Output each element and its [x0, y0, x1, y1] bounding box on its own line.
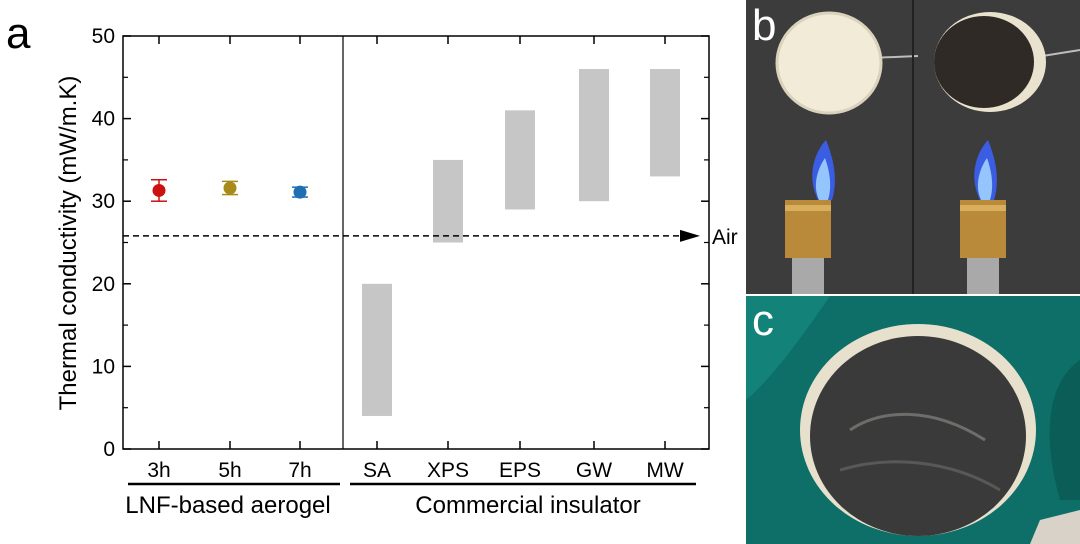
- y-axis-title: Thermal conductivity (mW/m.K): [55, 76, 82, 411]
- air-arrow-icon: [680, 229, 700, 242]
- range-bar-xps: [433, 159, 463, 243]
- flame-core: [977, 158, 993, 200]
- commercial-ranges: [362, 69, 680, 416]
- range-bar-mw: [650, 69, 680, 177]
- y-axis: 0 10 20 30 40 50: [92, 25, 709, 461]
- background-surface: [1030, 510, 1080, 544]
- x-tick-label: SA: [363, 459, 391, 482]
- data-point-7h: [292, 185, 308, 199]
- x-tick-label: 3h: [147, 459, 170, 482]
- photo-panel-c: c: [746, 296, 1080, 544]
- range-bar-gw: [579, 69, 609, 202]
- y-tick-label: 0: [103, 438, 115, 461]
- panel-label-c: c: [752, 296, 774, 345]
- aerogel-points: [151, 178, 308, 202]
- plot-frame: [122, 35, 710, 450]
- glove-fold: [1049, 360, 1080, 500]
- glove-fold: [746, 296, 830, 400]
- marker: [223, 181, 237, 195]
- y-tick-label: 50: [92, 25, 115, 48]
- x-tick-label: MW: [646, 459, 683, 482]
- x-tick-label: GW: [576, 459, 612, 482]
- range-bar-eps: [505, 110, 535, 210]
- x-tick-label: 5h: [218, 459, 241, 482]
- group-label-aerogel: LNF-based aerogel: [125, 492, 330, 519]
- char-texture: [849, 412, 986, 442]
- group-label-commercial: Commercial insulator: [415, 492, 640, 519]
- x-axis: 3h 5h 7h SA XPS EPS GW MW: [147, 36, 684, 482]
- air-reference: Air: [123, 226, 738, 249]
- x-tick-label: XPS: [427, 459, 469, 482]
- y-tick-label: 40: [92, 108, 115, 131]
- y-tick-label: 10: [92, 355, 115, 378]
- x-tick-label: 7h: [288, 459, 311, 482]
- marker: [152, 183, 166, 197]
- data-point-3h: [151, 178, 167, 202]
- x-tick-label: EPS: [499, 459, 541, 482]
- panel-label-b: b: [752, 1, 776, 50]
- panel-label-a: a: [6, 9, 31, 58]
- y-tick-label: 20: [92, 273, 115, 296]
- photo-panel-b: b: [746, 0, 1080, 294]
- y-tick-label: 30: [92, 190, 115, 213]
- charred-disk: [810, 336, 1026, 536]
- marker: [293, 185, 307, 199]
- air-reference-label: Air: [712, 226, 738, 249]
- data-point-5h: [222, 180, 238, 196]
- aerogel-disk-white: [775, 11, 883, 115]
- range-bar-sa: [362, 283, 392, 416]
- burner-tube: [967, 258, 999, 294]
- burner-tube: [792, 258, 824, 294]
- burner-highlight: [785, 205, 831, 211]
- burner-highlight: [960, 205, 1006, 211]
- flame-core: [815, 158, 831, 200]
- char-texture: [839, 460, 1001, 492]
- aerogel-disk-charred: [934, 16, 1034, 108]
